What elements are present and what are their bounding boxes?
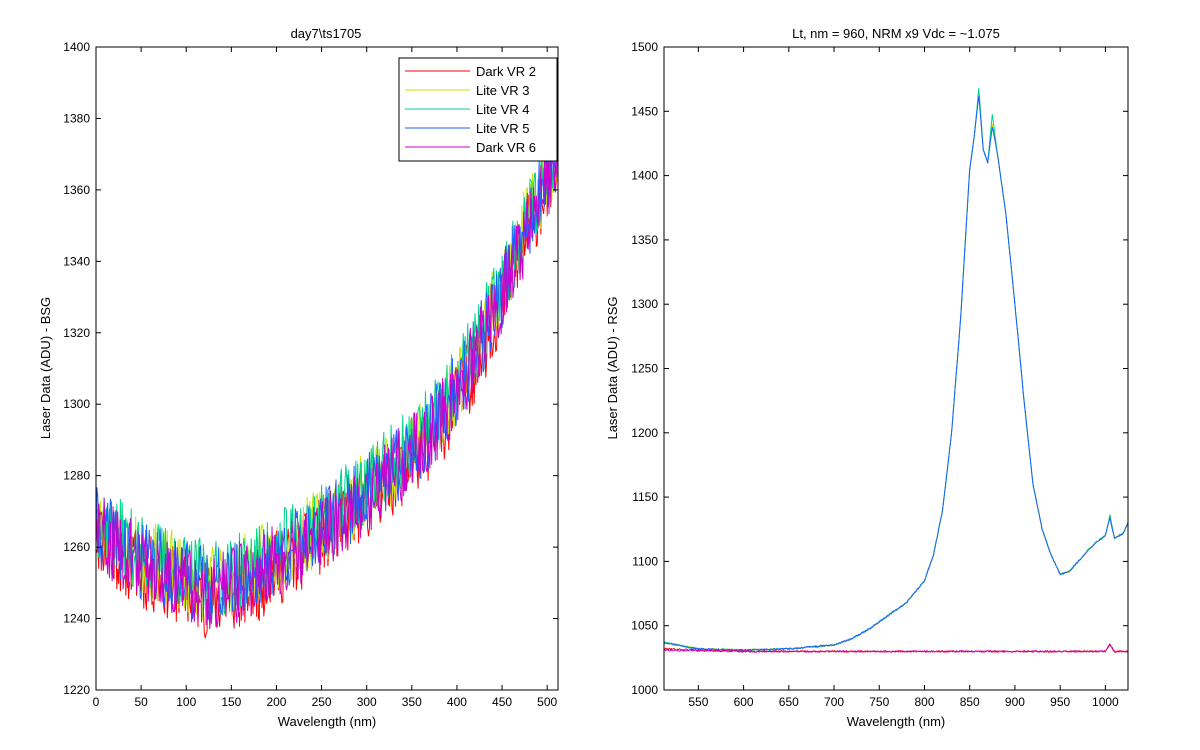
y-tick-label: 1400 xyxy=(631,169,658,183)
y-tick-label: 1260 xyxy=(63,540,90,554)
series-line-3 xyxy=(663,95,1129,652)
y-tick-label: 1150 xyxy=(632,490,658,504)
y-tick-label: 1380 xyxy=(63,111,90,125)
x-tick-label: 100 xyxy=(176,695,196,709)
right-chart-title: Lt, nm = 960, NRM x9 Vdc = ~1.075 xyxy=(792,26,1000,41)
y-tick-label: 1300 xyxy=(631,297,658,311)
legend-label-5: Dark VR 6 xyxy=(476,140,536,155)
x-tick-label: 850 xyxy=(960,695,980,709)
series-line-5 xyxy=(663,644,1129,654)
y-tick-label: 1200 xyxy=(631,426,658,440)
left-chart-ylabel: Laser Data (ADU) - BSG xyxy=(38,297,53,439)
y-tick-label: 1050 xyxy=(631,619,658,633)
right-chart-xlabel: Wavelength (nm) xyxy=(847,714,946,729)
left-chart-axes: 0 50 100 150 200 250 300 350 400 450 500 1220 1240 12… xyxy=(63,40,558,709)
left-chart-series-group xyxy=(95,123,559,639)
x-tick-label: 450 xyxy=(492,695,512,709)
y-tick-label: 1000 xyxy=(631,683,658,697)
y-tick-label: 1350 xyxy=(631,233,658,247)
x-tick-label: 250 xyxy=(312,695,332,709)
y-tick-label: 1100 xyxy=(632,554,658,568)
x-tick-label: 550 xyxy=(688,695,708,709)
x-tick-label: 700 xyxy=(824,695,844,709)
y-tick-label: 1280 xyxy=(63,469,90,483)
x-tick-label: 900 xyxy=(1005,695,1025,709)
y-tick-label: 1240 xyxy=(63,612,90,626)
x-tick-label: 1000 xyxy=(1092,695,1119,709)
legend-items: Dark VR 2 Lite VR 3 Lite VR 4 Lite VR 5 Dark… xyxy=(405,64,536,155)
left-chart-legend: Dark VR 2 Lite VR 3 Lite VR 4 Lite VR 5 Dark… xyxy=(398,57,558,162)
y-tick-label: 1300 xyxy=(63,397,90,411)
legend-label-1: Dark VR 2 xyxy=(476,64,536,79)
x-tick-label: 500 xyxy=(537,695,557,709)
x-tick-label: 200 xyxy=(266,695,286,709)
y-tick-label: 1360 xyxy=(63,183,90,197)
left-chart: day7\ts1705 0 50 100 150 200 250 300 350 400 450 5… xyxy=(38,26,559,729)
left-chart-plot-frame xyxy=(95,46,559,691)
x-tick-label: 50 xyxy=(134,695,148,709)
x-tick-label: 400 xyxy=(447,695,467,709)
right-chart-series-group xyxy=(663,88,1129,654)
x-tick-label: 650 xyxy=(779,695,799,709)
x-tick-label: 600 xyxy=(734,695,754,709)
x-tick-label: 950 xyxy=(1050,695,1070,709)
left-chart-xlabel: Wavelength (nm) xyxy=(278,714,377,729)
x-tick-label: 0 xyxy=(93,695,100,709)
right-chart: Lt, nm = 960, NRM x9 Vdc = ~1.075 550 600… xyxy=(605,26,1129,729)
y-tick-label: 1340 xyxy=(63,254,90,268)
x-tick-label: 800 xyxy=(914,695,934,709)
y-tick-label: 1320 xyxy=(63,326,90,340)
y-tick-label: 1450 xyxy=(631,104,658,118)
y-tick-label: 1250 xyxy=(631,362,658,376)
legend-label-3: Lite VR 4 xyxy=(476,102,529,117)
legend-label-4: Lite VR 5 xyxy=(476,121,529,136)
y-tick-label: 1400 xyxy=(63,40,90,54)
left-chart-title: day7\ts1705 xyxy=(291,26,362,41)
y-tick-label: 1220 xyxy=(63,683,90,697)
x-tick-label: 150 xyxy=(221,695,241,709)
series-line-5 xyxy=(95,141,559,630)
series-line-1 xyxy=(95,123,559,639)
x-tick-label: 750 xyxy=(869,695,889,709)
right-chart-ylabel: Laser Data (ADU) - RSG xyxy=(605,296,620,439)
x-tick-label: 300 xyxy=(357,695,377,709)
legend-label-2: Lite VR 3 xyxy=(476,83,529,98)
right-chart-axes: 550 600 650 700 750 800 850 900 950 1000 1000 1050 1… xyxy=(631,40,1128,709)
y-tick-label: 1500 xyxy=(631,40,658,54)
x-tick-label: 350 xyxy=(402,695,422,709)
